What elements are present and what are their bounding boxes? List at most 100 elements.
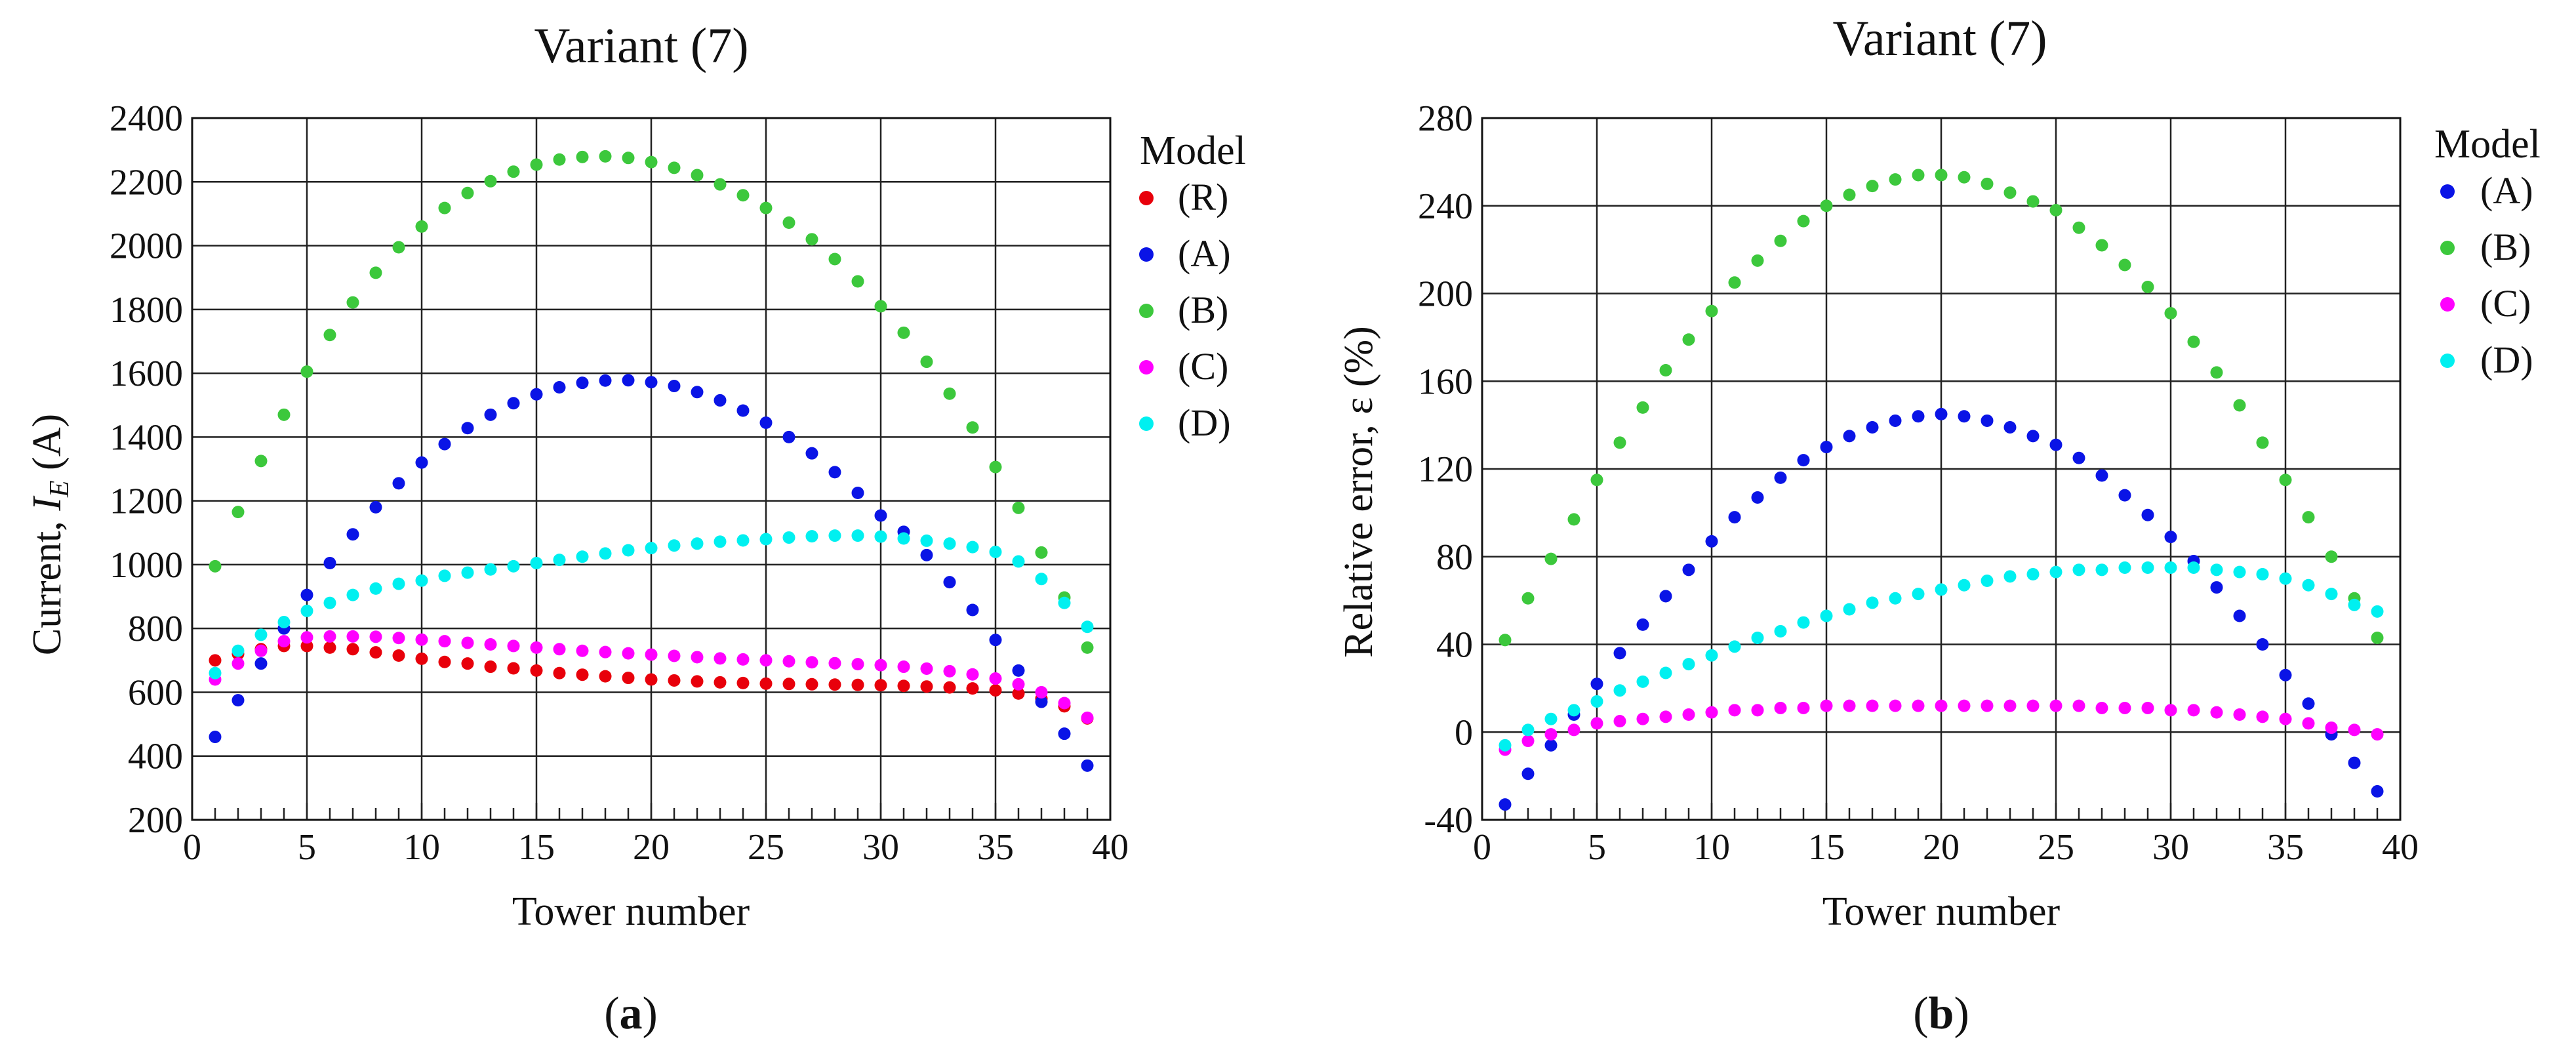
chart-a-point	[254, 455, 268, 468]
chart-b-point	[1705, 706, 1718, 719]
chart-a-point	[943, 387, 956, 400]
chart-a-point	[1012, 687, 1025, 700]
chart-a-point	[553, 153, 566, 166]
chart-b-point	[1613, 436, 1626, 449]
chart-b-point	[1659, 666, 1672, 679]
chart-a-point	[438, 655, 451, 668]
chart-a-point	[415, 220, 428, 233]
chart-a-point	[1081, 711, 1094, 724]
chart-b-point	[1613, 647, 1626, 660]
chart-b-point	[2325, 588, 2338, 601]
chart-a-x-tick-label: 0	[183, 827, 201, 868]
chart-a-point	[392, 241, 405, 254]
chart-a-point	[438, 569, 451, 582]
chart-b-point	[1567, 704, 1580, 717]
chart-a-point	[943, 664, 956, 678]
chart-a-point	[209, 559, 222, 573]
chart-a-panel-label: (a)	[604, 988, 658, 1039]
chart-b-y-label: Relative error, ε (%)	[1337, 326, 1381, 658]
chart-a-point	[759, 677, 773, 690]
chart-b-point	[1981, 699, 1994, 712]
chart-b-y-tick-label: 120	[1418, 449, 1473, 490]
chart-a-point	[1058, 727, 1071, 740]
chart-b-point	[1751, 631, 1764, 644]
chart-b-point	[2348, 598, 2361, 611]
chart-a-point	[576, 550, 589, 563]
chart-b-point	[1981, 414, 1994, 427]
chart-a-point	[1035, 546, 1048, 559]
chart-a-y-tick-label: 1800	[110, 290, 183, 331]
chart-a-point	[759, 533, 773, 546]
chart-b-point	[2141, 701, 2154, 714]
chart-a-point	[392, 577, 405, 590]
chart-a-point	[415, 652, 428, 665]
chart-b-point	[2026, 430, 2040, 443]
chart-b-point	[1590, 678, 1603, 691]
chart-a-point	[782, 531, 795, 544]
chart-a-point	[438, 437, 451, 451]
chart-a-point	[346, 296, 359, 309]
chart-a-point	[805, 656, 818, 669]
chart-a-legend-label: (B)	[1178, 289, 1228, 331]
chart-b-point	[2233, 399, 2246, 412]
chart-b-point	[1820, 441, 1833, 454]
chart-a-point	[851, 529, 864, 542]
chart-a-point	[897, 326, 910, 339]
chart-a-legend-label: (A)	[1178, 232, 1231, 275]
chart-a-point	[530, 664, 543, 677]
chart-a-point	[736, 534, 750, 547]
chart-a-point	[920, 355, 933, 369]
chart-a-point	[851, 658, 864, 671]
chart-b-point	[1774, 701, 1787, 714]
chart-b-point	[2095, 469, 2108, 482]
chart-a-y-tick-label: 2000	[110, 226, 183, 267]
chart-a-point	[1058, 697, 1071, 710]
chart-a-title: Variant (7)	[534, 18, 748, 73]
chart-a-point	[989, 672, 1002, 685]
chart-b-point	[1544, 728, 1558, 741]
chart-b-point	[2026, 568, 2040, 580]
chart-b-point	[1751, 704, 1764, 717]
chart-a-point	[1012, 664, 1025, 677]
chart-a-point	[736, 189, 750, 202]
chart-b-point	[1705, 535, 1718, 548]
chart-b-point	[2003, 420, 2017, 434]
chart-a-point	[323, 556, 336, 569]
chart-b-point	[1843, 188, 1856, 201]
chart-a-point	[461, 566, 474, 579]
chart-a-point	[254, 644, 268, 657]
chart-a-point	[323, 641, 336, 654]
chart-b-x-tick-label: 30	[2152, 827, 2189, 868]
chart-b-point	[2256, 436, 2269, 449]
chart-a-point	[438, 635, 451, 648]
chart-b-point	[1958, 699, 1971, 712]
chart-a-y-tick-label: 400	[128, 737, 183, 777]
chart-a-point	[599, 374, 612, 387]
chart-a-point	[966, 540, 979, 554]
chart-a-point	[346, 588, 359, 601]
chart-a-point	[920, 534, 933, 547]
chart-b-point	[2072, 451, 2085, 464]
chart-a-frame	[191, 117, 1112, 821]
chart-b-point	[1636, 675, 1649, 688]
chart-a-point	[209, 654, 222, 667]
chart-a-point	[254, 657, 268, 670]
chart-b-point	[1797, 616, 1810, 629]
chart-b-point	[1958, 410, 1971, 423]
chart-a-point	[691, 169, 704, 182]
chart-b-panel-label: (b)	[1913, 988, 1969, 1039]
chart-a-point	[530, 641, 543, 654]
chart-a-point	[300, 365, 313, 378]
chart-a-point	[645, 673, 658, 686]
chart-a-point	[691, 537, 704, 550]
chart-a-point	[622, 152, 635, 165]
chart-b-point	[1728, 511, 1741, 524]
chart-a-point	[507, 662, 520, 675]
chart-b-point	[1567, 723, 1580, 737]
chart-a-y-tick-label: 1400	[110, 417, 183, 458]
chart-a-point	[759, 416, 773, 429]
chart-b-point	[1521, 767, 1535, 780]
chart-a-x-tick-label: 35	[977, 827, 1014, 868]
chart-a-point	[759, 201, 773, 214]
